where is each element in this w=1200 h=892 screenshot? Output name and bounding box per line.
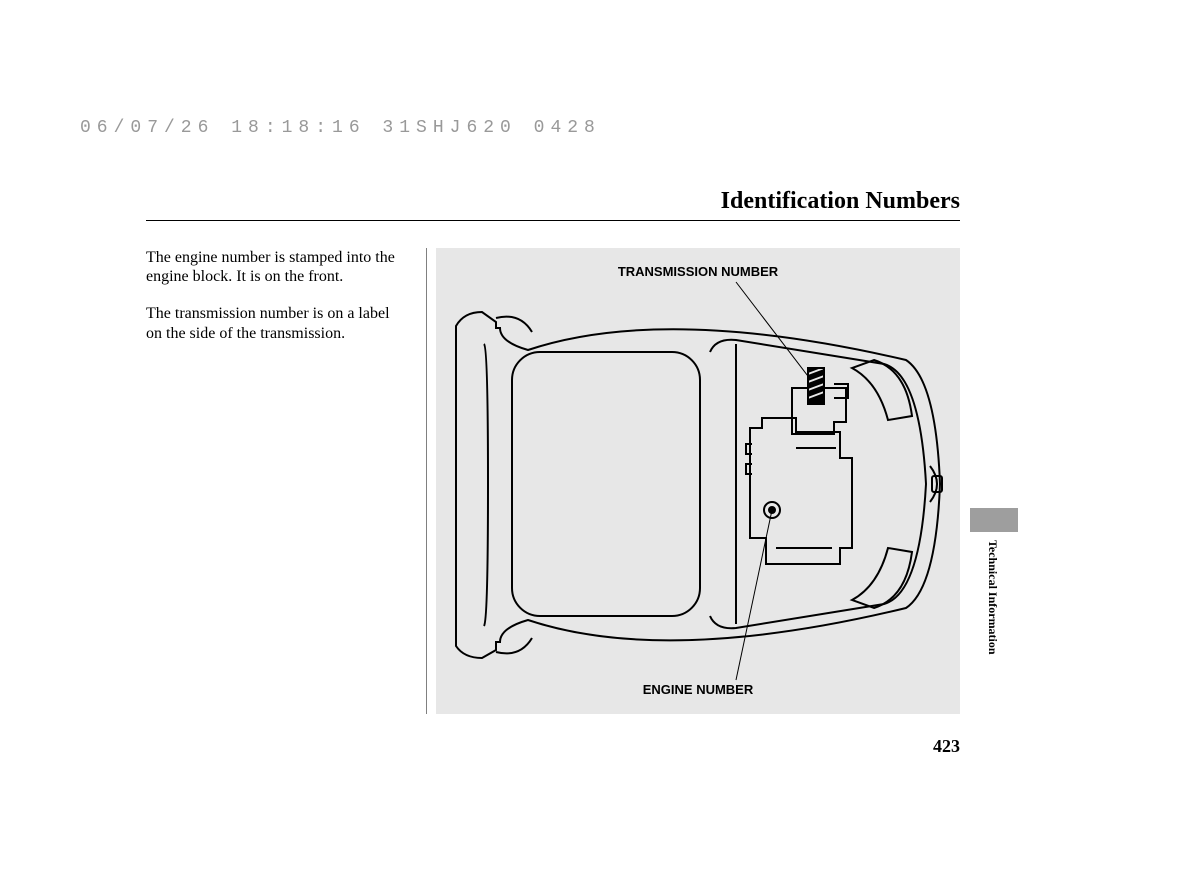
vehicle-diagram: TRANSMISSION NUMBER ENGINE NUMBER (436, 248, 960, 714)
diagram-svg: TRANSMISSION NUMBER ENGINE NUMBER (436, 248, 960, 714)
leader-engine (736, 510, 772, 680)
engine-block (746, 368, 852, 564)
section-tab-marker (970, 508, 1018, 532)
engine-label: ENGINE NUMBER (643, 682, 754, 697)
paragraph-2: The transmission number is on a label on… (146, 304, 406, 342)
paragraph-1: The engine number is stamped into the en… (146, 248, 406, 286)
transmission-label: TRANSMISSION NUMBER (618, 264, 779, 279)
header-stamp: 06/07/26 18:18:16 31SHJ620 0428 (80, 118, 601, 138)
section-tab-label: Technical Information (980, 540, 1000, 720)
page-title: Identification Numbers (721, 188, 960, 215)
vehicle-body (456, 312, 942, 658)
body-text: The engine number is stamped into the en… (146, 248, 406, 343)
column-divider (426, 248, 427, 714)
page-number: 423 (933, 736, 960, 757)
title-rule (146, 220, 960, 221)
